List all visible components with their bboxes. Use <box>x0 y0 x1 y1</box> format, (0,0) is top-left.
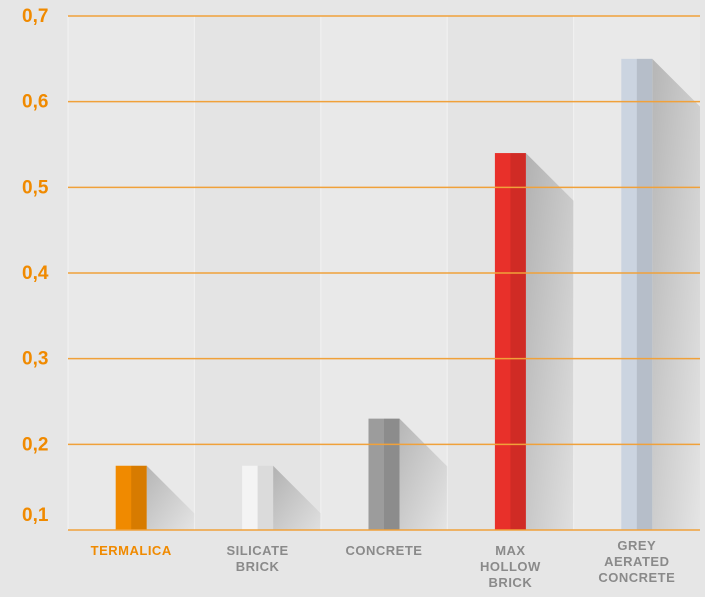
bar-shadow <box>525 153 574 531</box>
y-tick-label: 0,1 <box>22 505 49 526</box>
bar <box>242 465 274 530</box>
bar-shade <box>636 58 653 530</box>
bar-shade <box>384 418 400 530</box>
bar-shade <box>257 465 274 530</box>
bar-shadow <box>399 418 448 530</box>
bar-shadow <box>652 58 700 530</box>
bar <box>115 465 147 530</box>
x-tick-label: SILICATE BRICK <box>226 543 289 574</box>
bar <box>621 58 653 530</box>
bar-shade <box>131 465 147 530</box>
y-tick-label: 0,2 <box>22 434 48 455</box>
x-tick-label: TERMALICA <box>90 543 172 558</box>
y-tick-label: 0,6 <box>22 92 48 113</box>
y-tick-label: 0,7 <box>22 6 48 27</box>
x-tick-label: CONCRETE <box>345 543 423 558</box>
bar-shade <box>510 153 526 531</box>
y-tick-label: 0,3 <box>22 349 48 370</box>
y-tick-label: 0,4 <box>22 263 49 284</box>
x-tick-label: MAX HOLLOW BRICK <box>480 543 541 590</box>
y-tick-label: 0,5 <box>22 177 49 198</box>
bar-shadow <box>273 465 321 530</box>
x-tick-label: GREY AERATED CONCRETE <box>598 538 676 585</box>
bar-shadow <box>146 465 195 530</box>
bar <box>368 418 400 530</box>
bar <box>494 153 526 531</box>
